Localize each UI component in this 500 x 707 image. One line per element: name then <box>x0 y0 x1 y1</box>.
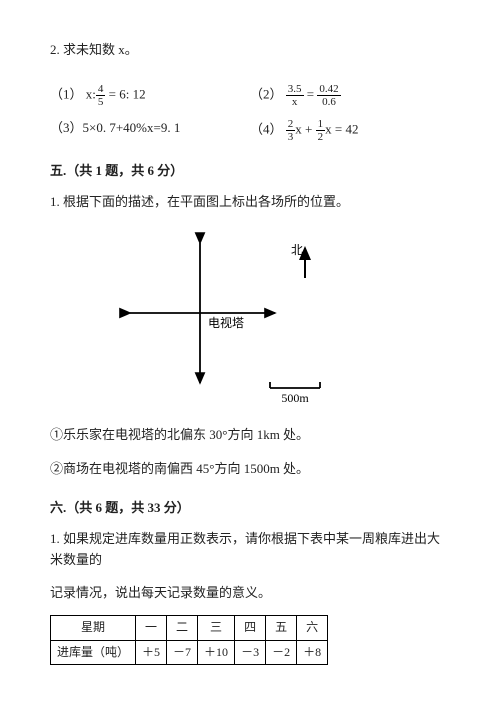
section-5-header: 五.（共 1 题，共 6 分） <box>50 161 450 182</box>
table-header-cell: 三 <box>198 616 235 640</box>
question-2-title: 2. 求未知数 x。 <box>50 40 450 61</box>
table-value-cell: ＋10 <box>198 640 235 664</box>
eq2-label: （2） <box>250 86 283 101</box>
table-header-cell: 四 <box>235 616 266 640</box>
section-5-q1: 1. 根据下面的描述，在平面图上标出各场所的位置。 <box>50 192 450 213</box>
equation-row-2: （3）5×0. 7+40%x=9. 1 （4） 23x + 12x = 42 <box>50 118 450 143</box>
section-6-q1a: 1. 如果规定进库数量用正数表示，请你根据下表中某一周粮库进出大米数量的 <box>50 529 450 571</box>
table-value-cell: －7 <box>167 640 198 664</box>
table-row-label: 进库量（吨） <box>51 640 136 664</box>
equation-2: （2） 3.5x = 0.420.6 <box>250 83 450 108</box>
table-value-cell: ＋5 <box>136 640 167 664</box>
svg-text:北: 北 <box>291 243 303 257</box>
table-header-cell: 二 <box>167 616 198 640</box>
table-header-cell: 星期 <box>51 616 136 640</box>
svg-text:500m: 500m <box>281 391 309 403</box>
coordinate-diagram: 电视塔 北 500m <box>110 228 340 403</box>
eq1-pre: x: <box>86 86 96 101</box>
eq1-label: （1） <box>50 86 83 101</box>
section-6-q1b: 记录情况，说出每天记录数量的意义。 <box>50 583 450 604</box>
section-5-item2: ②商场在电视塔的南偏西 45°方向 1500m 处。 <box>50 459 450 480</box>
table-value-cell: －2 <box>266 640 297 664</box>
section-5-item1: ①乐乐家在电视塔的北偏东 30°方向 1km 处。 <box>50 425 450 446</box>
equation-3: （3）5×0. 7+40%x=9. 1 <box>50 118 250 143</box>
table-value-cell: －3 <box>235 640 266 664</box>
table-header-row: 星期一二三四五六 <box>51 616 328 640</box>
table-value-row: 进库量（吨）＋5－7＋10－3－2＋8 <box>51 640 328 664</box>
equation-1: （1） x:45 = 6: 12 <box>50 83 250 108</box>
table-header-cell: 五 <box>266 616 297 640</box>
equation-4: （4） 23x + 12x = 42 <box>250 118 450 143</box>
svg-text:电视塔: 电视塔 <box>208 315 244 330</box>
table-header-cell: 一 <box>136 616 167 640</box>
section-6-header: 六.（共 6 题，共 33 分） <box>50 498 450 519</box>
equation-row-1: （1） x:45 = 6: 12 （2） 3.5x = 0.420.6 <box>50 83 450 108</box>
table-header-cell: 六 <box>297 616 328 640</box>
diagram-figure: 电视塔 北 500m <box>110 228 450 410</box>
warehouse-table: 星期一二三四五六 进库量（吨）＋5－7＋10－3－2＋8 <box>50 615 328 664</box>
eq1-tail: = 6: 12 <box>105 86 145 101</box>
eq4-label: （4） <box>250 122 283 137</box>
table-value-cell: ＋8 <box>297 640 328 664</box>
